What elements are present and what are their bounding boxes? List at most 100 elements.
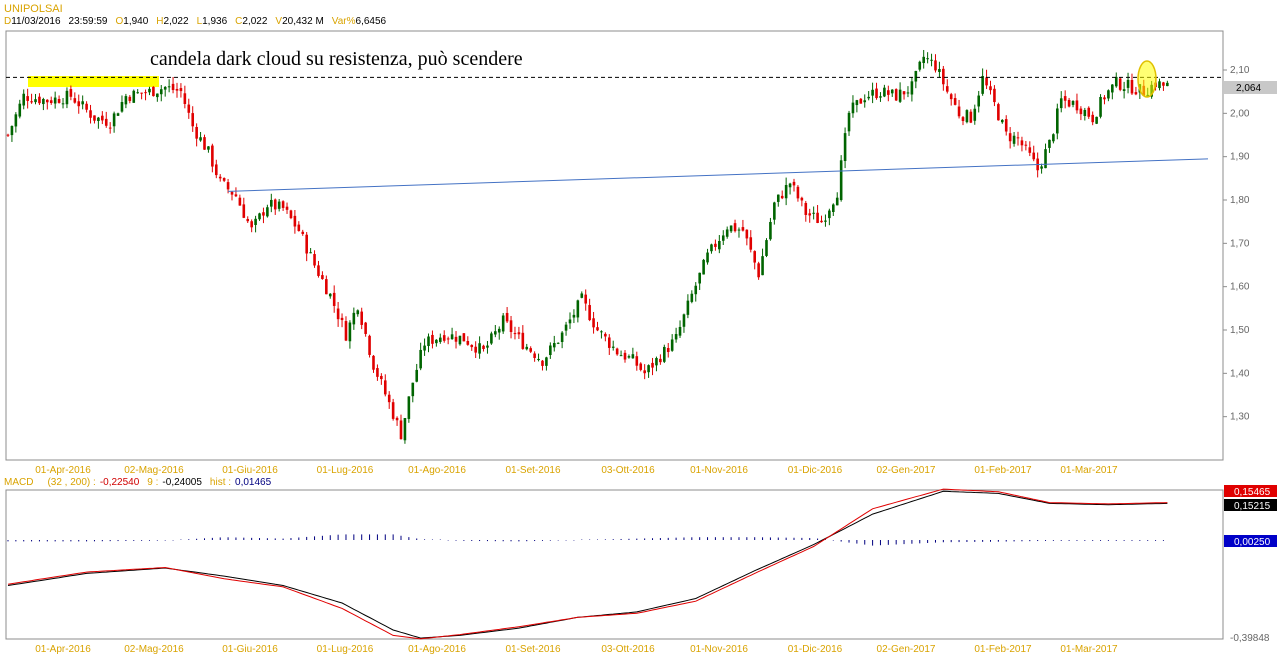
candle-body (643, 370, 646, 374)
histogram-bar (856, 540, 858, 544)
histogram-bar (117, 540, 119, 542)
candle-body (108, 127, 112, 129)
histogram-bar (345, 534, 347, 540)
histogram-bar (589, 539, 591, 540)
candle-body (81, 101, 84, 105)
candle-body (277, 201, 281, 209)
candle-body (458, 335, 462, 345)
candle-body (293, 215, 297, 227)
candle-body (207, 146, 210, 150)
candle-body (867, 96, 870, 99)
candle-body (305, 234, 308, 254)
candle-body (435, 339, 438, 344)
histogram-bar (573, 540, 575, 541)
candle-body (839, 160, 843, 201)
candle-body (325, 279, 328, 295)
histogram-bar (659, 538, 661, 540)
histogram-bar (581, 539, 583, 540)
histogram-bar (534, 540, 536, 542)
candle-body (773, 202, 776, 220)
histogram-bar (188, 539, 190, 540)
signal-value: -0,24005 (162, 477, 202, 488)
histogram-bar (125, 540, 127, 541)
candle-body (364, 322, 367, 334)
candle-body (490, 333, 493, 344)
candle-body (1000, 119, 1004, 123)
date-tick-label: 01-Lug-2016 (317, 465, 374, 476)
histogram-bar (1162, 540, 1164, 541)
candle-body (116, 113, 120, 116)
candle-body (419, 349, 422, 369)
candle-body (843, 133, 847, 162)
last-price-box (1224, 81, 1277, 94)
candle-body (604, 333, 607, 337)
candle-body (584, 294, 588, 304)
candle-body (792, 181, 796, 186)
candle-body (521, 332, 525, 349)
candle-body (741, 227, 745, 231)
hist-value-label: 0,00250 (1234, 537, 1271, 548)
candle-body (144, 92, 147, 94)
candle-body (926, 58, 929, 60)
candle-body (942, 68, 945, 85)
candle-body (179, 88, 183, 92)
histogram-bar (620, 538, 622, 540)
candle-body (356, 310, 360, 315)
close-key: C (235, 16, 243, 27)
macd-panel (5, 489, 1224, 640)
candle-body (14, 114, 18, 127)
candle-body (733, 223, 737, 232)
candle-body (38, 96, 41, 104)
histogram-bar (62, 540, 64, 542)
histogram-bar (887, 540, 889, 545)
histogram-bar (1029, 540, 1031, 542)
candle-body (159, 89, 163, 95)
candle-body (89, 110, 92, 118)
candle-body (918, 61, 922, 70)
histogram-bar (707, 537, 709, 540)
candle-body (655, 358, 658, 366)
histogram-bar (1068, 540, 1070, 541)
candle-body (729, 225, 733, 232)
candle-body (218, 176, 222, 179)
candle-body (431, 334, 434, 344)
histogram-bar (337, 534, 339, 540)
histogram-bar (141, 540, 143, 541)
candle-body (383, 380, 387, 395)
candle-body (674, 334, 678, 340)
histogram-bar (1013, 540, 1015, 542)
last-price-label: 2,064 (1236, 83, 1261, 94)
candle-body (639, 363, 643, 370)
histogram-bar (109, 540, 111, 542)
histogram-bar (227, 537, 229, 540)
date-tick-label: 02-Mag-2016 (124, 644, 184, 655)
candle-body (1111, 84, 1114, 93)
candle-body (780, 195, 784, 199)
candle-body (1004, 119, 1008, 132)
candle-body (718, 240, 721, 250)
histogram-bar (510, 540, 512, 542)
price-y-tick-label: 1,50 (1230, 325, 1250, 336)
histogram-bar (1107, 540, 1109, 541)
histogram-bar (675, 537, 677, 540)
histogram-bar (824, 539, 826, 540)
candle-body (663, 346, 666, 362)
candle-body (65, 90, 69, 105)
candle-body (42, 98, 45, 105)
candle-body (572, 314, 576, 318)
candle-body (828, 210, 831, 219)
price-y-tick-label: 1,90 (1230, 152, 1250, 163)
candle-body (77, 101, 81, 107)
candle-body (835, 197, 839, 206)
histogram-bar (667, 537, 669, 540)
volume-key: V (275, 16, 283, 27)
histogram-bar (604, 539, 606, 540)
var-key: Var% (331, 16, 356, 27)
open-value: 1,940 (123, 16, 149, 27)
histogram-bar (211, 537, 213, 540)
date-tick-label: 01-Mar-2017 (1060, 644, 1118, 655)
candle-body (832, 204, 835, 212)
candle-body (262, 212, 265, 216)
histogram-bar (486, 540, 488, 542)
